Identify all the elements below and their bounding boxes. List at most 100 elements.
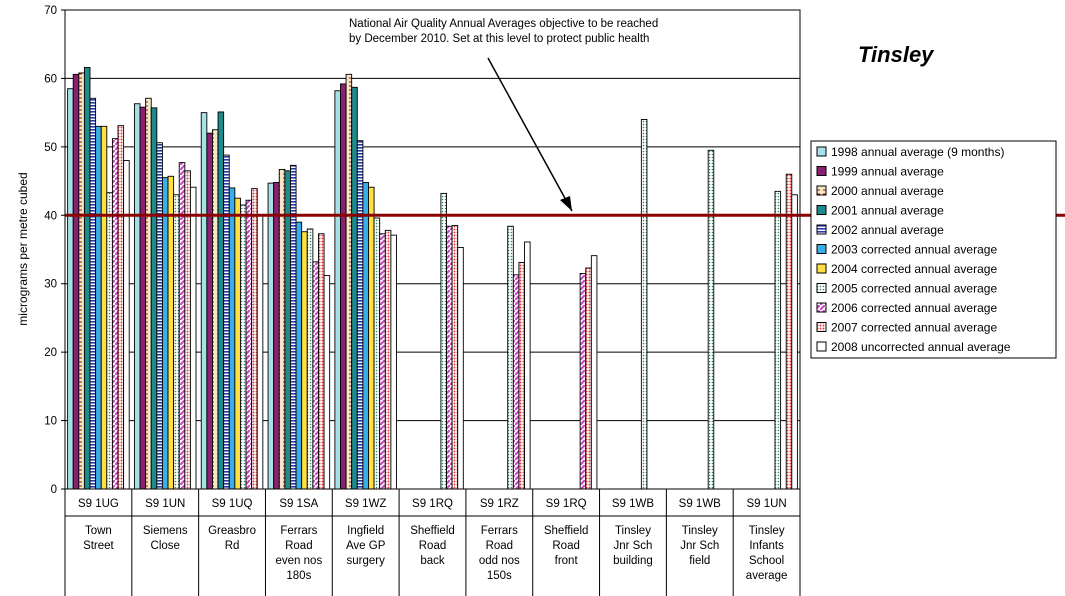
category-name-label: Siemens <box>143 525 188 537</box>
bar <box>507 225 514 490</box>
legend-swatch <box>816 146 827 157</box>
category-name-label: Tinsley <box>615 525 651 537</box>
y-axis-label: micrograms per metre cubed <box>16 172 30 325</box>
bar <box>111 138 119 490</box>
category-code-label: S9 1UN <box>145 498 185 510</box>
bar <box>312 261 319 490</box>
legend-swatch <box>816 185 827 196</box>
bar <box>173 194 180 490</box>
category-name-label: School <box>749 555 784 567</box>
bar <box>139 106 147 490</box>
category-labels: S9 1UG Town Street S9 1UN Siemens Close S9 1UQ… <box>64 489 801 596</box>
bar <box>323 275 331 490</box>
bar <box>457 246 464 490</box>
legend-label: 2005 corrected annual average <box>831 282 997 296</box>
category-name-label: Ferrars <box>481 525 518 537</box>
category-name-label: Sheffield <box>544 525 589 537</box>
category-name-label: surgery <box>347 555 386 567</box>
bar <box>351 86 358 490</box>
bar <box>217 111 225 490</box>
bar <box>161 177 169 490</box>
legend-swatch <box>816 302 827 313</box>
bar <box>150 107 158 490</box>
bar <box>278 168 286 490</box>
category-name-label: Ave GP <box>346 540 386 552</box>
bar <box>707 149 715 490</box>
bar <box>78 72 85 490</box>
bar <box>774 190 782 490</box>
bar <box>301 231 308 490</box>
bar <box>340 83 347 490</box>
legend-label: 2002 annual average <box>831 223 944 237</box>
legend-label: 2006 corrected annual average <box>831 301 997 315</box>
bar <box>133 103 141 490</box>
bar <box>585 267 592 490</box>
legend-swatch <box>816 224 827 235</box>
bar <box>100 125 108 490</box>
y-tick-label: 30 <box>44 279 57 291</box>
annotation-arrowhead <box>560 196 572 211</box>
category-code-label: S9 1RQ <box>412 498 453 510</box>
bar <box>334 90 341 490</box>
category-name-label: Greasbro <box>208 525 256 537</box>
category-code-label: S9 1SA <box>279 498 318 510</box>
category-name-label: Tinsley <box>682 525 718 537</box>
bar <box>67 88 74 490</box>
legend-label: 2008 uncorrected annual average <box>831 340 1011 354</box>
bar <box>356 140 364 490</box>
legend-swatch <box>816 322 827 332</box>
category-code-label: S9 1RZ <box>480 498 519 510</box>
annotation-line-2: by December 2010. Set at this level to p… <box>349 33 649 45</box>
bar <box>89 97 97 490</box>
bar <box>117 125 125 490</box>
bar <box>590 255 598 490</box>
category-name-label: even nos <box>276 555 323 567</box>
category-name-label: back <box>420 555 445 567</box>
category-name-label: front <box>555 555 579 567</box>
legend-swatch <box>816 244 827 254</box>
bar <box>446 225 453 490</box>
category-name-label: odd nos <box>479 555 520 567</box>
y-tick-label: 70 <box>44 5 57 17</box>
bar <box>223 154 230 490</box>
annotation-arrow <box>487 57 573 212</box>
bar <box>368 186 375 490</box>
legend-label: 2007 corrected annual average <box>831 321 997 335</box>
y-tick-label: 0 <box>51 484 57 496</box>
category-name-label: Road <box>486 540 514 552</box>
bar <box>178 162 186 490</box>
bar <box>184 170 191 490</box>
bar <box>512 274 520 490</box>
bar <box>267 182 275 490</box>
category-code-label: S9 1WB <box>612 498 655 510</box>
bar <box>579 273 587 490</box>
bar <box>106 192 113 490</box>
category-code-label: S9 1WB <box>679 498 722 510</box>
bar <box>345 73 353 490</box>
category-name-label: Sheffield <box>410 525 455 537</box>
category-name-label: Ferrars <box>280 525 317 537</box>
bar <box>95 125 102 490</box>
category-name-label: Jnr Sch <box>680 540 719 552</box>
category-name-label: field <box>689 555 710 567</box>
y-tick-label: 10 <box>44 416 57 428</box>
bar <box>440 192 447 490</box>
category-code-label: S9 1UN <box>746 498 786 510</box>
legend-label: 1999 annual average <box>831 165 944 179</box>
bar <box>379 233 386 490</box>
annotation-line-1: National Air Quality Annual Averages obj… <box>349 18 658 30</box>
bar <box>640 119 648 490</box>
bars <box>67 67 798 490</box>
bar <box>524 241 531 490</box>
bar <box>518 262 525 490</box>
y-tick-label: 40 <box>44 210 57 222</box>
category-code-label: S9 1UQ <box>212 498 253 510</box>
bar <box>234 197 241 490</box>
axes: 0 10 20 30 40 50 60 70 <box>44 5 801 496</box>
bar <box>273 181 280 490</box>
category-name-label: Town <box>85 525 112 537</box>
category-name-label: Ingfield <box>347 525 384 537</box>
y-tick-label: 50 <box>44 142 57 154</box>
category-name-label: Close <box>151 540 180 552</box>
